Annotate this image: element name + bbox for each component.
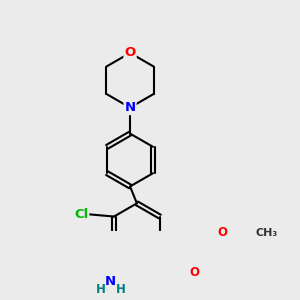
Text: H: H [95,284,105,296]
Text: Cl: Cl [74,208,88,221]
Text: O: O [217,226,227,239]
Text: CH₃: CH₃ [256,228,278,238]
Text: O: O [124,46,136,59]
Text: H: H [116,284,125,296]
Text: O: O [190,266,200,279]
Text: N: N [124,101,136,114]
Text: N: N [105,275,116,288]
